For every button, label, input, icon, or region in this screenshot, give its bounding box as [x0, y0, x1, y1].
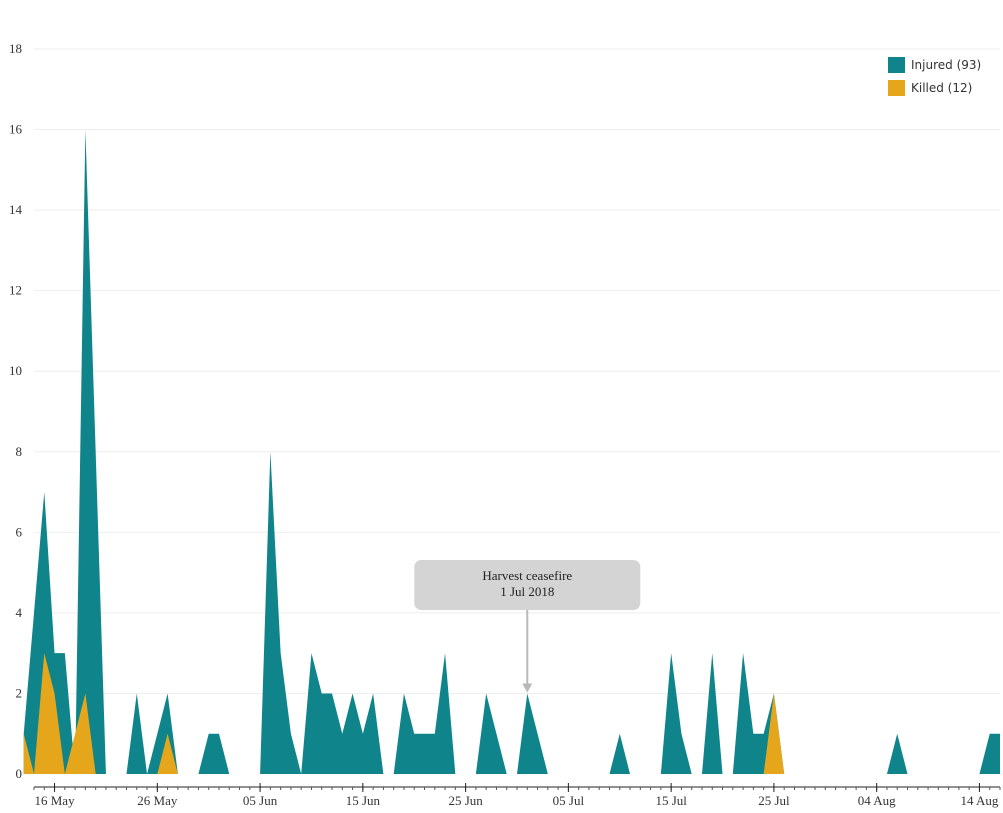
legend-swatch-injured	[888, 57, 905, 73]
y-axis: 0 2 4 6 8 10 12 14 16 18	[9, 41, 23, 781]
x-tick-label: 16 May	[35, 793, 76, 808]
y-tick-label-8: 8	[16, 444, 23, 459]
x-tick-label: 25 Jul	[758, 793, 790, 808]
y-tick-label-18: 18	[9, 41, 22, 56]
y-tick-label-14: 14	[9, 202, 23, 217]
y-tick-label-6: 6	[16, 524, 23, 539]
legend-swatch-killed	[888, 80, 905, 96]
x-axis: 16 May 26 May 05 Jun 15 Jun 25 Jun 05 Jul 15 J…	[33, 783, 1001, 808]
legend: Injured (93) Killed (12)	[888, 57, 981, 96]
x-tick-label: 26 May	[137, 793, 178, 808]
x-tick-label: 14 Aug	[960, 793, 998, 808]
x-tick-label: 15 Jun	[346, 793, 381, 808]
gridlines	[34, 48, 1000, 694]
x-tick-label: 15 Jul	[655, 793, 687, 808]
y-tick-label-12: 12	[9, 283, 22, 298]
x-tick-label: 25 Jun	[448, 793, 483, 808]
series-area-injured	[23, 129, 1001, 774]
y-tick-label-0: 0	[16, 766, 23, 781]
legend-label-injured: Injured (93)	[911, 58, 981, 72]
legend-label-killed: Killed (12)	[911, 81, 972, 95]
y-tick-label-10: 10	[9, 363, 22, 378]
x-tick-label: 04 Aug	[858, 793, 896, 808]
x-tick-label: 05 Jun	[243, 793, 278, 808]
y-tick-label-2: 2	[16, 685, 23, 700]
annotation-box	[414, 560, 641, 610]
annotation-text: 1 Jul 2018	[500, 584, 554, 599]
y-tick-label-4: 4	[16, 605, 23, 620]
y-tick-label-16: 16	[9, 122, 23, 137]
x-tick-label: 05 Jul	[553, 793, 585, 808]
annotation-text: Harvest ceasefire	[482, 568, 572, 583]
series-areas	[23, 129, 1001, 774]
annotation-arrow-head	[522, 683, 533, 693]
